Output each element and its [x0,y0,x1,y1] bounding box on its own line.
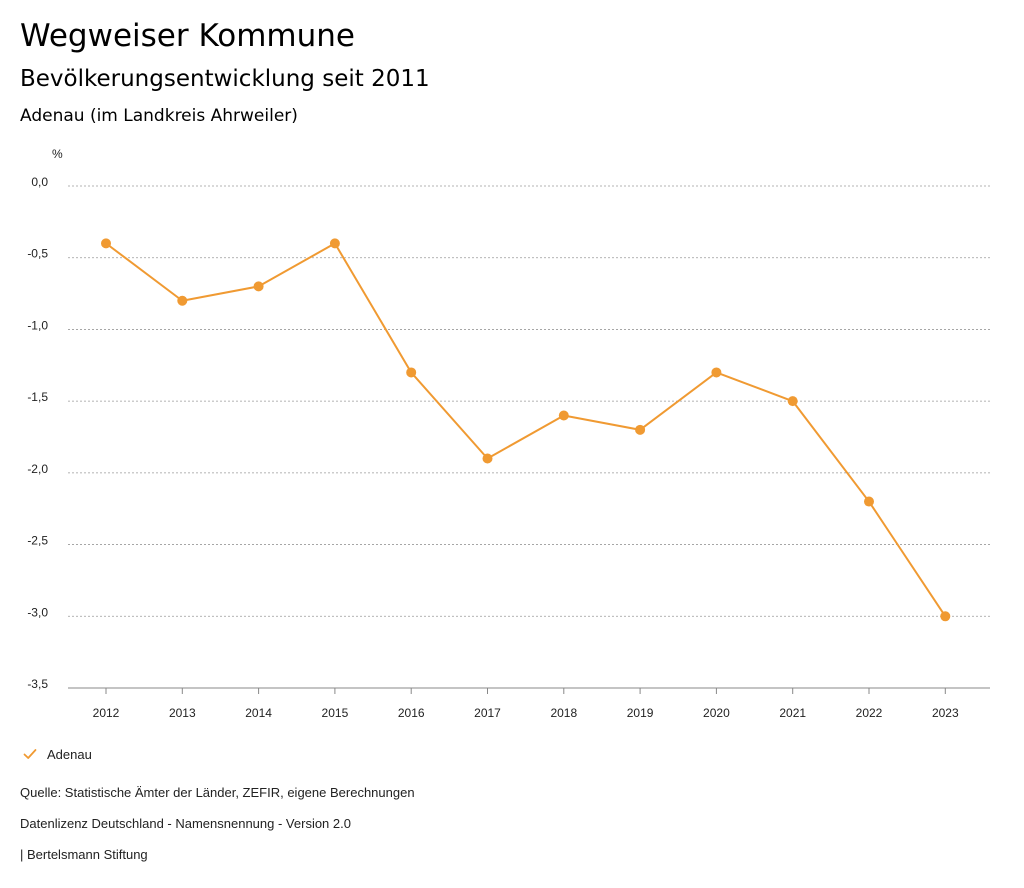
legend-label-adenau: Adenau [47,746,92,762]
x-tick-label: 2012 [93,706,120,720]
legend[interactable]: Adenau [22,744,92,764]
data-point[interactable] [101,238,111,249]
y-axis-ticks: 0,0 -0,5 -1,0 -1,5 -2,0 -2,5 -3,0 -3,5 [27,175,48,691]
y-tick-label: -2,0 [27,462,48,476]
x-axis: 2012 2013 2014 2015 2016 2017 2018 2019 2020 2021… [68,687,990,720]
data-point[interactable] [864,496,874,507]
license-note: Datenlizenz Deutschland - Namensnennung … [20,816,351,831]
data-point[interactable] [940,611,951,622]
series-adenau [101,238,951,622]
checkmark-icon[interactable] [22,746,38,762]
chart-subtitle: Bevölkerungsentwicklung seit 2011 [20,66,430,92]
y-tick-label: -3,5 [27,677,48,691]
y-tick-label: -1,0 [27,318,48,332]
data-point[interactable] [253,281,264,292]
x-tick-label: 2016 [398,706,425,720]
page-title: Wegweiser Kommune [20,18,355,54]
x-tick-label: 2013 [169,706,196,720]
x-tick-label: 2023 [932,706,959,720]
x-tick-label: 2019 [627,706,654,720]
publisher-note: | Bertelsmann Stiftung [20,847,148,862]
x-tick-label: 2014 [245,706,272,720]
y-tick-label: -1,5 [27,390,48,404]
data-point[interactable] [329,238,340,249]
x-tick-label: 2018 [550,706,577,720]
source-note: Quelle: Statistische Ämter der Länder, Z… [20,785,415,800]
data-point[interactable] [177,295,188,306]
y-axis-unit-label: % [52,147,63,161]
x-tick-label: 2015 [322,706,349,720]
data-point[interactable] [406,367,417,378]
series-line [105,242,947,617]
y-tick-label: -2,5 [27,534,48,548]
data-point[interactable] [558,410,569,421]
x-tick-label: 2021 [779,706,806,720]
region-label: Adenau (im Landkreis Ahrweiler) [20,106,298,126]
x-tick-label: 2020 [703,706,730,720]
y-tick-label: -3,0 [27,605,48,619]
x-tick-label: 2022 [856,706,883,720]
data-point[interactable] [482,453,493,464]
y-tick-label: 0,0 [31,175,48,189]
gridlines [68,185,990,689]
data-point[interactable] [787,396,798,407]
x-tick-label: 2017 [474,706,501,720]
y-tick-label: -0,5 [27,247,48,261]
data-point[interactable] [711,367,722,378]
data-point[interactable] [635,424,646,435]
